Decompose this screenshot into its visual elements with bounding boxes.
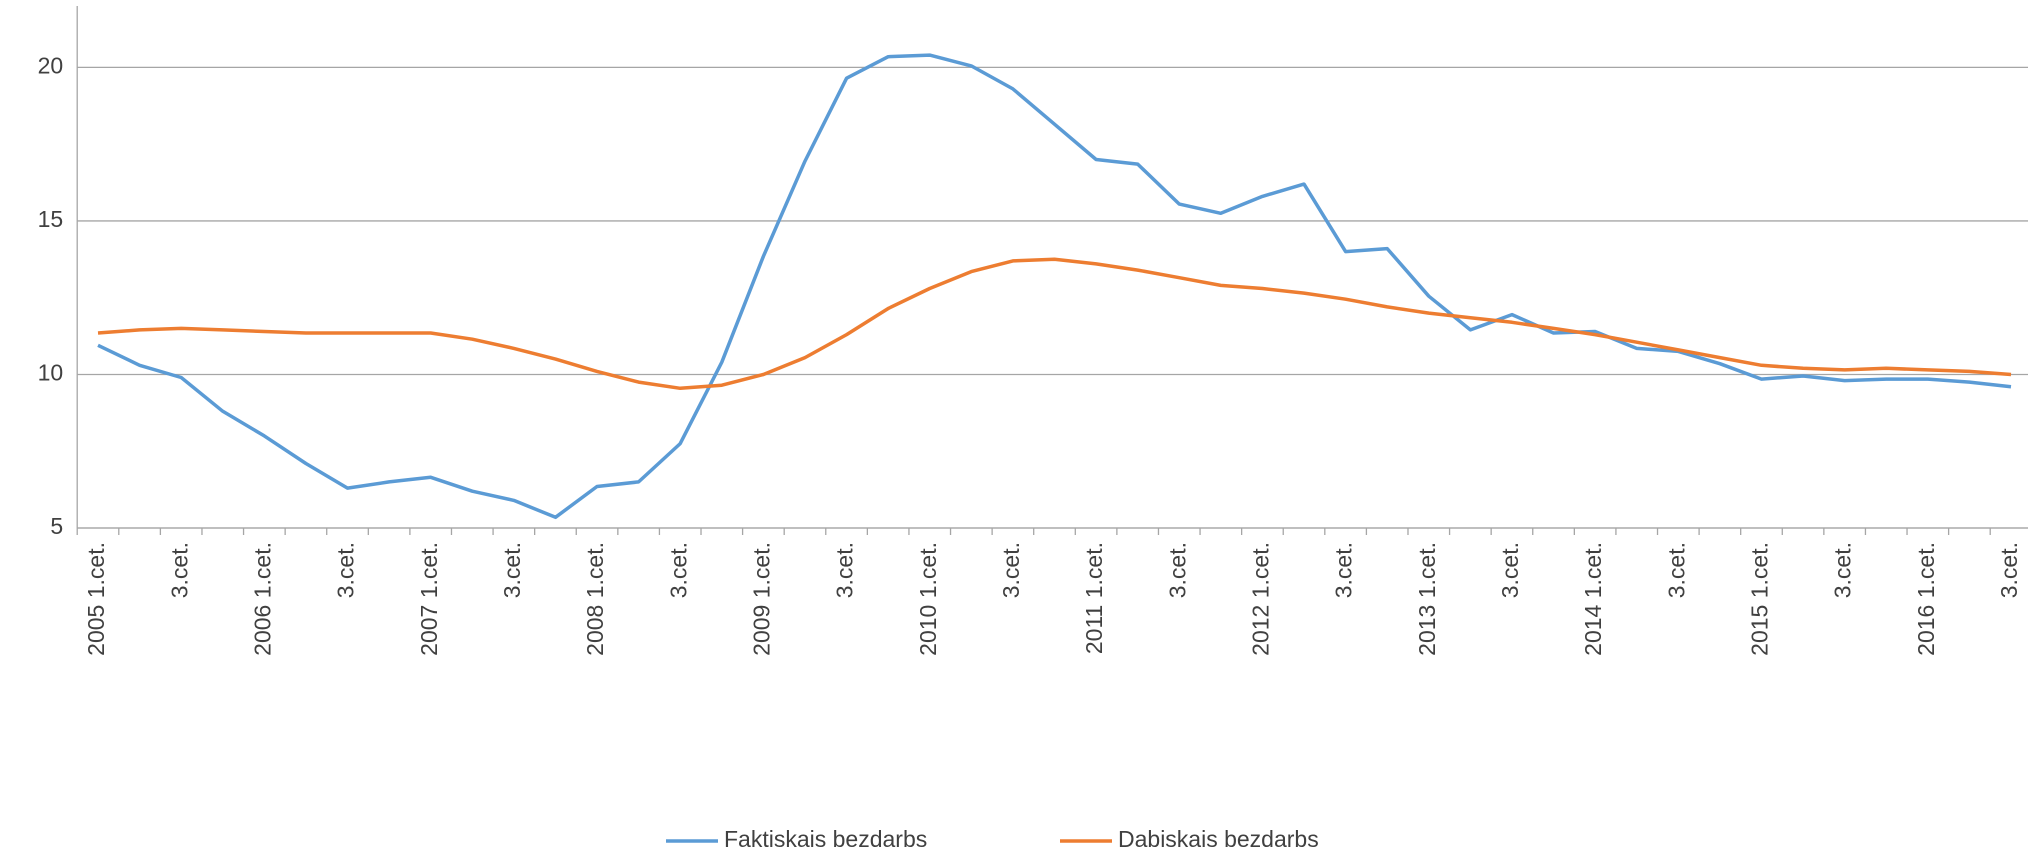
x-tick-label: 2007 1.cet.: [416, 542, 442, 656]
legend-label: Dabiskais bezdarbs: [1118, 826, 1319, 852]
x-tick-label: 3.cet.: [998, 542, 1024, 598]
x-tick-label: 2015 1.cet.: [1747, 542, 1773, 656]
x-tick-label: 3.cet.: [1830, 542, 1856, 598]
x-tick-label: 3.cet.: [832, 542, 858, 598]
x-tick-label: 3.cet.: [333, 542, 359, 598]
legend: Faktiskais bezdarbs Dabiskais bezdarbs: [666, 826, 1319, 852]
x-tick-label: 2014 1.cet.: [1580, 542, 1606, 656]
x-tick-label: 3.cet.: [1663, 542, 1689, 598]
x-tick-label: 2006 1.cet.: [249, 542, 275, 656]
x-tick-label: 2016 1.cet.: [1913, 542, 1939, 656]
series-line: [97, 257, 2012, 391]
x-tick-label: 3.cet.: [499, 542, 525, 598]
x-tick-label: 3.cet.: [1164, 542, 1190, 598]
x-tick-label: 2013 1.cet.: [1414, 542, 1440, 656]
x-tick-label: 3.cet.: [166, 542, 192, 598]
x-tick-label: 3.cet.: [665, 542, 691, 598]
x-tick-label: 2005 1.cet.: [83, 542, 109, 656]
y-tick-label: 5: [50, 513, 63, 539]
x-tick-label: 3.cet.: [1996, 542, 2022, 598]
x-tick-label: 3.cet.: [1331, 542, 1357, 598]
series-line: [97, 53, 2012, 520]
x-tick-label: 2008 1.cet.: [582, 542, 608, 656]
y-tick-label: 15: [38, 206, 64, 232]
x-tick-label: 2009 1.cet.: [748, 542, 774, 656]
legend-label: Faktiskais bezdarbs: [724, 826, 927, 852]
x-tick-label: 3.cet.: [1497, 542, 1523, 598]
y-tick-label: 20: [38, 52, 64, 78]
x-tick-label: 2011 1.cet.: [1081, 542, 1107, 654]
x-tick-label: 2010 1.cet.: [915, 542, 941, 656]
y-tick-label: 10: [38, 360, 64, 386]
x-tick-label: 2012 1.cet.: [1248, 542, 1274, 656]
